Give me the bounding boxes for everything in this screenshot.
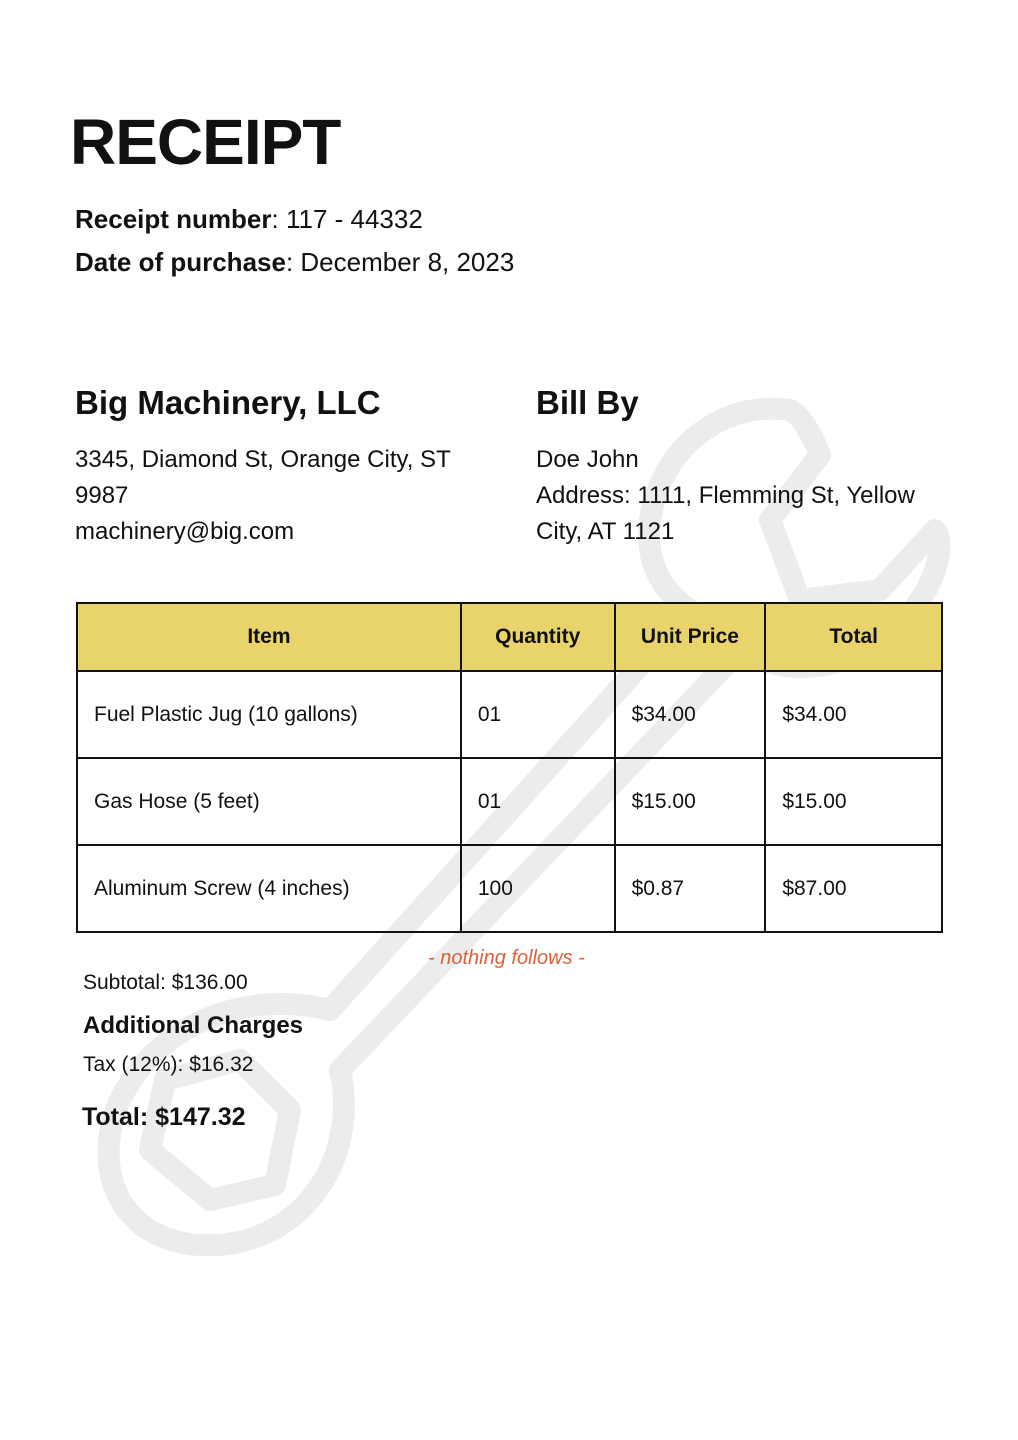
seller-name: Big Machinery, LLC — [75, 384, 381, 421]
cell-quantity: 01 — [459, 670, 616, 759]
cell-total: $15.00 — [764, 757, 943, 846]
date-value: December 8, 2023 — [300, 247, 515, 277]
cell-unit-price: $34.00 — [613, 670, 767, 759]
bill-by-address-line1: Address: 1111, Flemming St, Yellow — [536, 482, 915, 509]
seller-email: machinery@big.com — [75, 518, 295, 545]
receipt-number-label: Receipt number — [75, 204, 272, 234]
page-title: RECEIPT — [70, 106, 341, 178]
table-row: Gas Hose (5 feet) 01 $15.00 $15.00 — [76, 757, 943, 846]
date-label: Date of purchase — [75, 247, 286, 277]
bill-by-heading: Bill By — [536, 384, 639, 421]
cell-total: $34.00 — [764, 670, 943, 759]
cell-unit-price: $15.00 — [613, 757, 767, 846]
cell-item: Fuel Plastic Jug (10 gallons) — [76, 670, 462, 759]
cell-quantity: 01 — [459, 757, 616, 846]
table-header-row: Item Quantity Unit Price Total — [76, 602, 943, 672]
cell-item: Gas Hose (5 feet) — [76, 757, 462, 846]
date-of-purchase: Date of purchase: December 8, 2023 — [75, 247, 515, 277]
cell-item: Aluminum Screw (4 inches) — [76, 844, 462, 933]
seller-address-line1: 3345, Diamond St, Orange City, ST — [75, 446, 451, 473]
cell-quantity: 100 — [459, 844, 616, 933]
receipt-number-value: 117 - 44332 — [285, 204, 423, 234]
nothing-follows-note: - nothing follows - — [428, 947, 585, 969]
additional-charges-heading: Additional Charges — [83, 1012, 304, 1039]
bill-by-address-line2: City, AT 1121 — [536, 518, 675, 545]
subtotal: Subtotal: $136.00 — [83, 971, 248, 994]
items-table: Item Quantity Unit Price Total Fuel Plas… — [76, 602, 943, 933]
seller-address-line2: 9987 — [75, 482, 129, 509]
tax: Tax (12%): $16.32 — [83, 1053, 254, 1076]
bill-by-block: Bill By Doe John Address: 1111, Flemming… — [536, 384, 976, 550]
cell-unit-price: $0.87 — [613, 844, 767, 933]
bill-by-name: Doe John — [536, 446, 639, 473]
header-total: Total — [764, 602, 943, 672]
cell-total: $87.00 — [764, 844, 943, 933]
receipt-meta: Receipt number: 117 - 44332 Date of purc… — [75, 198, 514, 284]
header-item: Item — [76, 602, 462, 672]
table-row: Fuel Plastic Jug (10 gallons) 01 $34.00 … — [76, 670, 943, 759]
seller-block: Big Machinery, LLC 3345, Diamond St, Ora… — [75, 384, 495, 550]
receipt-number: Receipt number: 117 - 44332 — [75, 204, 423, 234]
grand-total: Total: $147.32 — [82, 1103, 246, 1131]
table-row: Aluminum Screw (4 inches) 100 $0.87 $87.… — [76, 844, 943, 933]
header-unit-price: Unit Price — [613, 602, 767, 672]
header-quantity: Quantity — [459, 602, 616, 672]
